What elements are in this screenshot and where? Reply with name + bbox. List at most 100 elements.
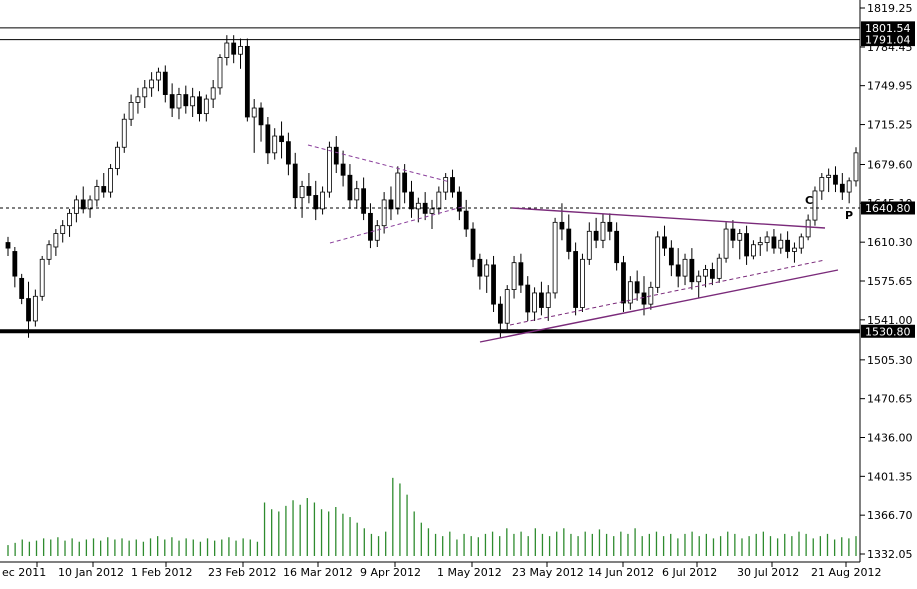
candle-body (785, 239, 791, 252)
candle-body (46, 244, 52, 260)
candle-body (12, 251, 18, 277)
candle-body (279, 135, 284, 143)
candle-body (306, 186, 312, 196)
level-price-label: 1530.80 (865, 325, 911, 338)
candle-body (627, 281, 633, 304)
candle-body (162, 71, 168, 95)
time-tick-label: 1 May 2012 (437, 566, 502, 579)
candle-body (87, 199, 93, 210)
candle-body (559, 221, 565, 230)
candle-body (210, 87, 216, 100)
candle-body (101, 186, 107, 193)
price-tick-label: 1401.35 (867, 470, 913, 483)
candle-body (368, 212, 373, 241)
candle-body (744, 233, 749, 257)
level-price-box: 1801.54 (861, 21, 915, 35)
candle-body (580, 258, 585, 308)
candle-body (67, 212, 72, 227)
price-tick-label: 1749.95 (867, 80, 913, 93)
candle-body (819, 177, 825, 192)
candle-body (470, 228, 476, 260)
time-tick-label: 23 May 2012 (512, 566, 584, 579)
candle-body (32, 295, 38, 322)
candle-body (415, 202, 421, 210)
price-tick-label: 1366.70 (867, 509, 913, 522)
candle-body (675, 264, 681, 277)
time-tick-label: 21 Aug 2012 (811, 566, 881, 579)
candle-body (600, 221, 606, 241)
candle-body (552, 221, 558, 294)
candle-body (634, 281, 640, 294)
candle-body (197, 96, 202, 115)
candle-body (545, 292, 551, 308)
time-tick-label: ec 2011 (2, 566, 46, 579)
candle-body (792, 247, 797, 252)
candle-body (798, 236, 804, 249)
time-tick-label: 6 Jul 2012 (662, 566, 717, 579)
candle-body (169, 94, 175, 109)
time-tick-label: 30 Jul 2012 (737, 566, 799, 579)
candle-body (484, 264, 490, 277)
candle-body (244, 45, 250, 118)
candle-body (313, 195, 319, 210)
candle-body (709, 269, 715, 279)
candle-body (231, 42, 237, 55)
volume-bars (7, 477, 857, 556)
annotation-c: C (805, 194, 813, 207)
level-price-box-bg (861, 33, 915, 47)
candle-body (491, 264, 496, 305)
candle-body (149, 79, 155, 89)
candle-body (757, 242, 763, 246)
price-tick-label: 1436.00 (867, 432, 913, 445)
candle-body (347, 174, 353, 201)
candle-body (224, 42, 230, 58)
candle-body (272, 135, 278, 154)
candle-body (285, 141, 291, 165)
candle-body (812, 190, 818, 221)
candle-body (723, 228, 729, 259)
level-price-label: 1801.54 (865, 22, 911, 35)
level-price-box-bg (861, 324, 915, 338)
candle-body (751, 244, 756, 257)
candle-body (190, 96, 196, 107)
time-tick-label: 1 Feb 2012 (131, 566, 192, 579)
candle-body (73, 199, 79, 214)
candle-body (53, 233, 59, 248)
price-tick-label: 1715.25 (867, 119, 913, 132)
candle-body (518, 262, 524, 286)
candle-body (525, 284, 531, 313)
level-price-box-bg (861, 21, 915, 35)
candle-body (80, 199, 86, 210)
price-tick-labels: 1819.251784.451749.951715.251679.601645.… (860, 2, 913, 561)
candle-body (320, 191, 325, 210)
horizontal-levels (0, 27, 860, 334)
price-tick-label: 1679.60 (867, 159, 913, 172)
level-price-label: 1640.80 (865, 202, 911, 215)
candle-body (456, 191, 462, 212)
price-tick-label: 1332.05 (867, 548, 913, 561)
candle-body (217, 57, 223, 89)
candle-body (730, 228, 736, 241)
candle-body (381, 199, 387, 227)
candle-body (586, 230, 592, 260)
level-price-label: 1791.04 (865, 34, 911, 47)
candle-body (142, 87, 148, 98)
candle-body (443, 177, 449, 193)
time-tick-label: 16 Mar 2012 (283, 566, 353, 579)
time-tick-label: 10 Jan 2012 (58, 566, 124, 579)
candle-body (689, 258, 695, 283)
candle-body (388, 199, 394, 210)
candle-body (511, 262, 517, 290)
candle-body (60, 225, 66, 234)
candle-body (354, 188, 360, 201)
candle-body (176, 94, 182, 109)
candle-body (251, 107, 257, 118)
price-tick-label: 1505.30 (867, 354, 913, 367)
candle-body (135, 96, 141, 103)
candle-body (409, 191, 414, 210)
candle-body (19, 277, 25, 299)
candle-body (826, 174, 832, 178)
